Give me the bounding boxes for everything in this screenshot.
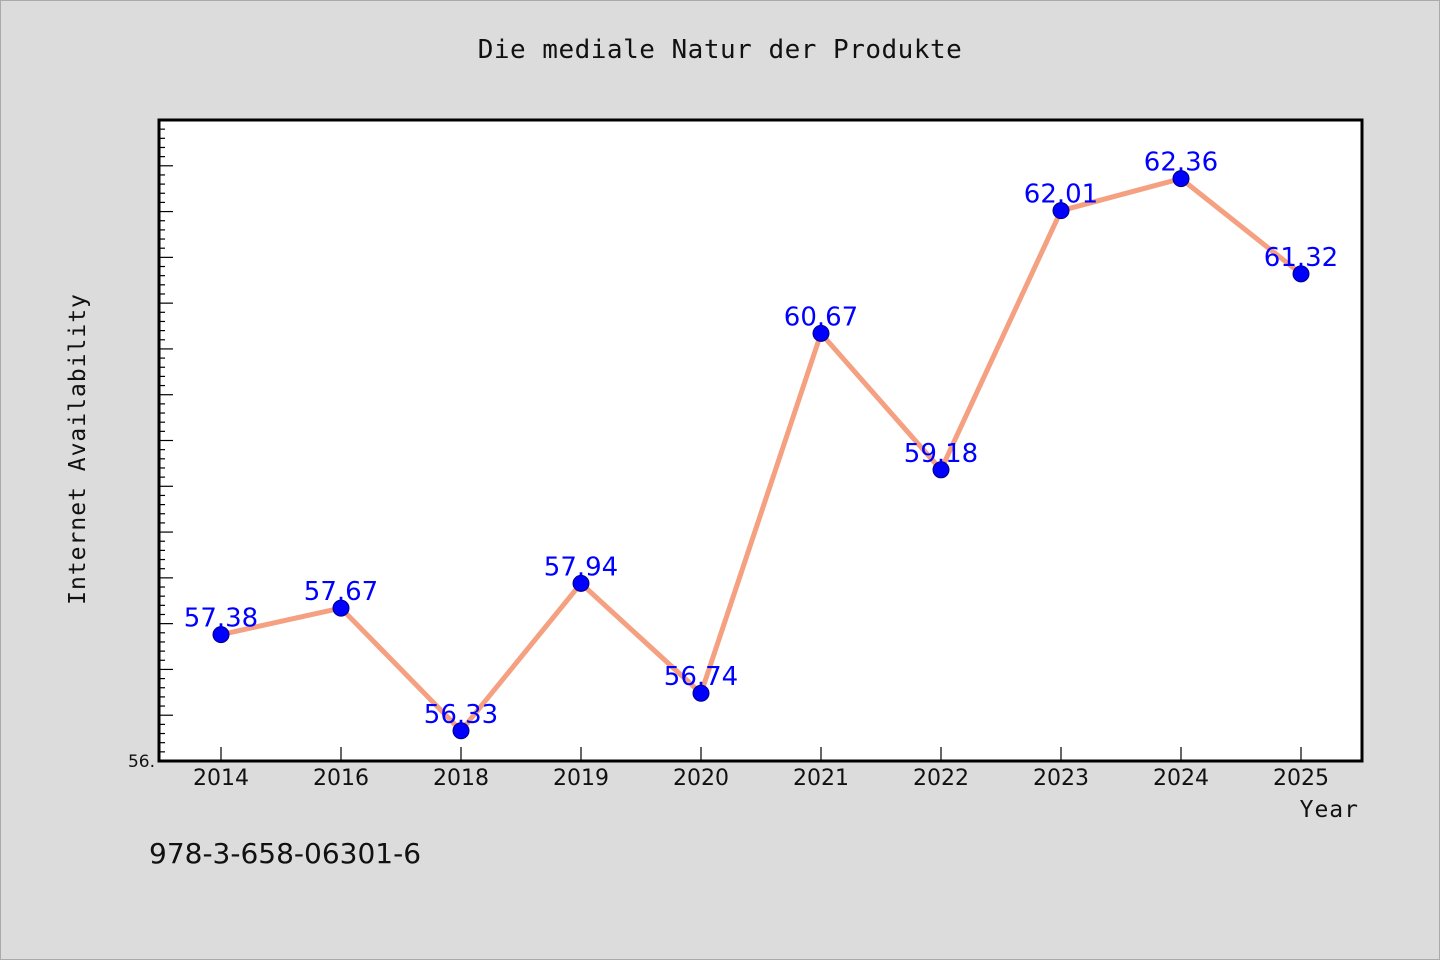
data-label: 61.32 xyxy=(1264,243,1338,273)
data-point xyxy=(1292,265,1310,283)
data-label: 57.38 xyxy=(184,604,258,634)
y-min-label: 56. xyxy=(128,752,155,772)
x-tick-label: 2021 xyxy=(793,766,849,791)
data-point xyxy=(332,599,350,617)
isbn-text: 978-3-658-06301-6 xyxy=(149,837,422,870)
x-tick-label: 2024 xyxy=(1153,766,1209,791)
data-point xyxy=(812,324,830,342)
data-label: 60.67 xyxy=(784,302,858,332)
data-label: 56.74 xyxy=(664,662,738,692)
x-axis-title: Year xyxy=(1300,797,1359,823)
data-label: 57.94 xyxy=(544,552,618,582)
x-tick-label: 2020 xyxy=(673,766,729,791)
x-tick-label: 2018 xyxy=(433,766,489,791)
data-point xyxy=(1172,170,1190,188)
data-point xyxy=(692,684,710,702)
x-tick-label: 2025 xyxy=(1273,766,1329,791)
data-label: 59.18 xyxy=(904,439,978,469)
data-label: 56.33 xyxy=(424,700,498,730)
y-axis-title: Internet Availability xyxy=(65,293,91,605)
x-axis-ticks: 2014 2016 2018 2019 2020 2021 2022 2023 2024 2025 xyxy=(193,747,1329,791)
data-point xyxy=(212,626,230,644)
data-labels: 57.38 57.67 56.33 57.94 56.74 60.67 59.18 62.01… xyxy=(184,148,1338,730)
y-axis-ticks xyxy=(159,119,173,762)
x-tick-label: 2019 xyxy=(553,766,609,791)
x-tick-label: 2022 xyxy=(913,766,969,791)
x-tick-label: 2016 xyxy=(313,766,369,791)
data-points xyxy=(212,170,1310,740)
data-point xyxy=(572,574,590,592)
data-label: 62.01 xyxy=(1024,180,1098,210)
series-line xyxy=(220,176,1303,734)
data-label: 57.67 xyxy=(304,577,378,607)
chart-title: Die mediale Natur der Produkte xyxy=(477,35,963,65)
x-tick-label: 2014 xyxy=(193,766,249,791)
data-point xyxy=(452,722,470,740)
data-point xyxy=(932,461,950,479)
plot-area xyxy=(157,118,1364,763)
x-tick-label: 2023 xyxy=(1033,766,1089,791)
data-point xyxy=(1052,202,1070,220)
data-label: 62.36 xyxy=(1144,148,1218,178)
